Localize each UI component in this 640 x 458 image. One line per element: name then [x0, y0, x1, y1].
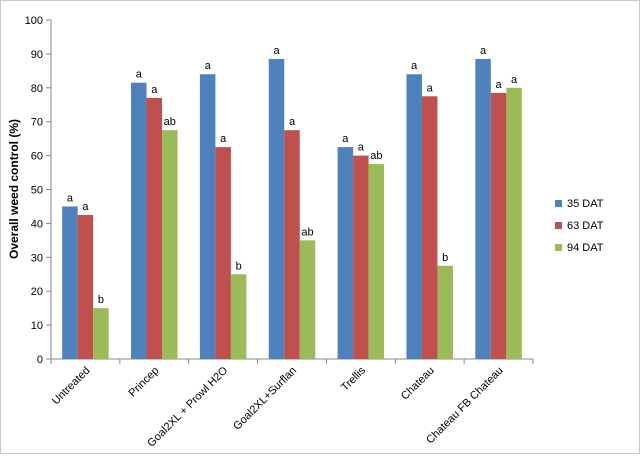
bar-significance-label: ab: [370, 150, 382, 162]
legend-swatch: [555, 222, 562, 229]
y-tick-label: 20: [31, 286, 43, 298]
bar-significance-label: a: [427, 82, 434, 94]
bar-significance-label: a: [358, 142, 365, 154]
bar-significance-label: ab: [301, 226, 313, 238]
plot-area: 0102030405060708090100aabUntreatedaaabPr…: [25, 15, 534, 450]
bar-35-dat: [268, 58, 285, 360]
bar-significance-label: ab: [164, 116, 176, 128]
bar-significance-label: a: [136, 69, 143, 81]
legend-swatch: [555, 200, 562, 207]
bar-significance-label: b: [442, 252, 448, 264]
bar-significance-label: a: [205, 60, 212, 72]
x-category-label: Goal2XL+Surflan: [231, 365, 299, 433]
bar-94-dat: [368, 164, 385, 359]
x-category-label: Goal2XL + Prowl H2O: [145, 364, 230, 449]
bar-63-dat: [284, 130, 300, 359]
y-tick-label: 60: [31, 151, 43, 163]
bar-94-dat: [299, 240, 316, 359]
bar-significance-label: a: [511, 74, 518, 86]
bar-significance-label: a: [342, 133, 349, 145]
y-tick-label: 30: [31, 252, 43, 264]
bar-63-dat: [215, 147, 231, 359]
bar-significance-label: a: [273, 45, 280, 57]
bar-35-dat: [337, 147, 354, 359]
bar-significance-label: a: [480, 45, 487, 57]
bar-94-dat: [162, 130, 178, 359]
bar-significance-label: a: [220, 133, 227, 145]
bar-63-dat: [146, 97, 163, 359]
legend: 35 DAT 63 DAT 94 DAT: [555, 198, 604, 254]
y-axis-label: Overall weed control (%): [7, 119, 21, 259]
bar-35-dat: [131, 82, 147, 359]
bar-significance-label: b: [236, 260, 242, 272]
bar-significance-label: b: [98, 294, 104, 306]
bar-significance-label: a: [289, 116, 296, 128]
bar-35-dat: [406, 74, 422, 360]
bar-94-dat: [437, 265, 453, 359]
bar-94-dat: [506, 87, 522, 360]
legend-swatch: [555, 244, 562, 251]
legend-label: 94 DAT: [567, 242, 604, 254]
bar-63-dat: [353, 155, 369, 359]
bar-significance-label: a: [151, 84, 158, 96]
y-tick-label: 50: [31, 185, 43, 197]
bar-significance-label: a: [411, 60, 418, 72]
x-category-label: Trellis: [339, 364, 368, 393]
bar-63-dat: [490, 92, 507, 359]
bar-94-dat: [230, 274, 247, 359]
bar-35-dat: [475, 58, 491, 360]
bar-significance-label: a: [496, 79, 503, 91]
x-category-label: Princep: [127, 365, 162, 400]
y-tick-label: 70: [31, 117, 43, 129]
y-tick-label: 90: [31, 49, 43, 61]
bar-significance-label: a: [82, 201, 89, 213]
bar-94-dat: [93, 308, 109, 359]
y-tick-label: 10: [31, 320, 43, 332]
legend-label: 63 DAT: [567, 220, 604, 232]
x-category-label: Chateau: [399, 365, 437, 403]
y-tick-label: 40: [31, 218, 43, 230]
x-category-label: Chateau FB Chateau: [424, 365, 506, 447]
y-tick-label: 80: [31, 83, 43, 95]
y-tick-label: 100: [25, 15, 43, 27]
bar-63-dat: [421, 96, 438, 360]
legend-label: 35 DAT: [567, 198, 604, 210]
bar-35-dat: [199, 74, 216, 360]
y-tick-label: 0: [37, 354, 43, 366]
bar-significance-label: a: [67, 192, 74, 204]
bar-63-dat: [77, 214, 94, 359]
x-category-label: Untreated: [50, 365, 93, 408]
bar-35-dat: [62, 206, 78, 359]
